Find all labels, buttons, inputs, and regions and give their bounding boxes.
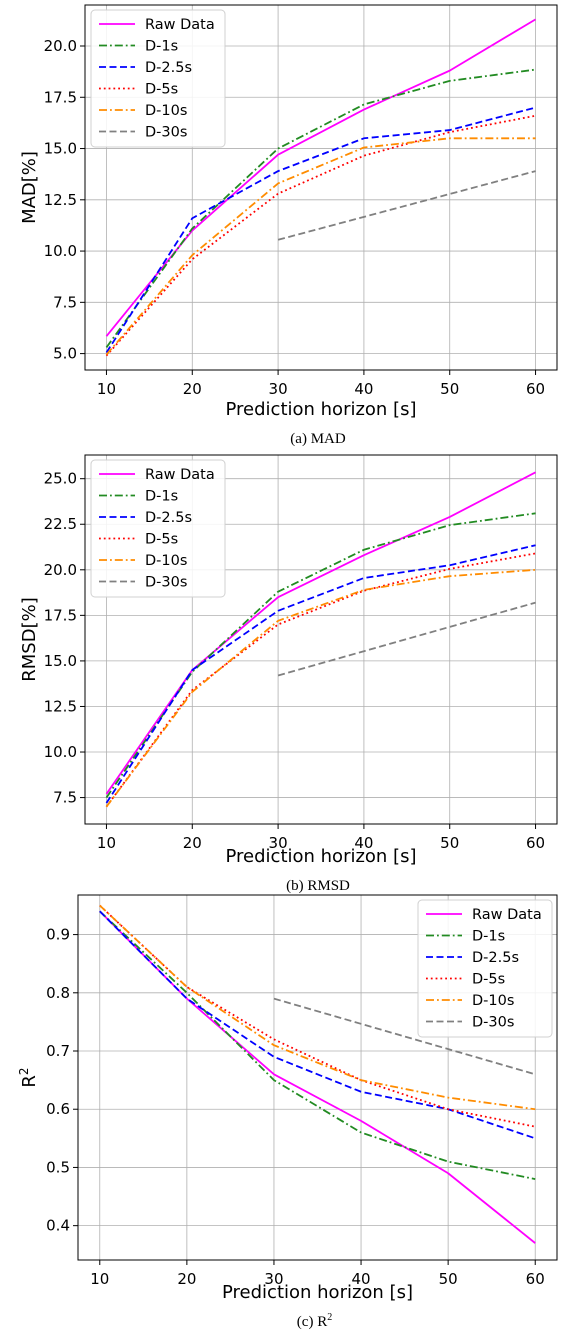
x-axis-label: Prediction horizon [s] — [226, 846, 417, 867]
y-tick-label: 12.5 — [44, 697, 77, 715]
legend-label: D-5s — [145, 532, 178, 548]
legend: Raw Data D-1s D-2.5s D-5s D-10s D-30s — [417, 899, 553, 1038]
legend-label: D-30s — [145, 575, 187, 591]
legend-label: D-30s — [472, 1015, 514, 1031]
chart-panel-1: 10 20 30 40 50 60 5.0 7.5 10.0 12.5 15.0 17.5 20.0 Pr… — [19, 4, 558, 447]
series-line-d-5s — [99, 904, 536, 1128]
legend-label: D-2.5s — [472, 950, 519, 966]
series-line-d-30s — [273, 997, 536, 1076]
series-line-d-5s — [105, 114, 536, 357]
y-tick-label: 22.5 — [44, 515, 77, 533]
y-tick-label: 7.5 — [53, 789, 77, 807]
panel-caption: (c) R2 — [297, 1312, 332, 1330]
legend-label: Raw Data — [472, 907, 542, 923]
legend-label: Raw Data — [145, 467, 215, 483]
panel-caption-superscript: 2 — [327, 1312, 332, 1323]
x-tick-label: 50 — [440, 380, 459, 398]
series-line-d-10s — [99, 904, 536, 1111]
legend-label: D-1s — [145, 39, 178, 55]
x-tick-label: 50 — [440, 834, 459, 852]
legend-label: D-10s — [472, 993, 514, 1009]
y-tick-label: 0.5 — [46, 1158, 70, 1176]
x-tick-label: 30 — [264, 1270, 283, 1288]
chart-panel-2: 10 20 30 40 50 60 7.5 10.0 12.5 15.0 17.5 20.0 22.5 2… — [19, 454, 558, 894]
series-line-d-30s — [277, 170, 536, 241]
x-tick-label: 60 — [526, 1270, 545, 1288]
chart-panel-3: 10 20 30 40 50 60 0.4 0.5 0.6 0.7 0.8 0.9 Prediction… — [17, 894, 558, 1330]
x-tick-label: 60 — [526, 834, 545, 852]
legend-label: D-30s — [145, 125, 187, 141]
legend-label: D-1s — [472, 929, 505, 945]
x-tick-label: 40 — [354, 834, 373, 852]
y-tick-label: 17.5 — [44, 606, 77, 624]
y-tick-label: 7.5 — [53, 293, 77, 311]
plot-frame — [84, 454, 558, 825]
legend-label: D-2.5s — [145, 60, 192, 76]
legend-label: D-10s — [145, 553, 187, 569]
series-line-d-2-5s — [99, 910, 536, 1140]
y-tick-label: 17.5 — [44, 88, 77, 106]
series-line-d-1s — [99, 910, 536, 1180]
series-line-d-1s — [105, 68, 536, 348]
series-line-d-5s — [105, 552, 536, 808]
y-tick-label: 20.0 — [44, 561, 77, 579]
legend-box — [90, 459, 226, 598]
legend: Raw Data D-1s D-2.5s D-5s D-10s D-30s — [90, 9, 226, 148]
x-tick-label: 20 — [183, 380, 202, 398]
y-tick-label: 12.5 — [44, 191, 77, 209]
y-axis-label-superscript: 2 — [17, 1067, 31, 1075]
panel-caption: (a) MAD — [290, 431, 346, 447]
series-line-d-2-5s — [105, 544, 536, 804]
y-tick-label: 10.0 — [44, 242, 77, 260]
x-tick-label: 30 — [269, 380, 288, 398]
x-tick-label: 60 — [526, 380, 545, 398]
series-line-raw-data — [99, 910, 536, 1244]
x-tick-label: 40 — [351, 1270, 370, 1288]
y-tick-label: 0.9 — [46, 926, 70, 944]
series-line-d-30s — [277, 601, 536, 677]
x-axis-label: Prediction horizon [s] — [222, 1282, 413, 1303]
plot-frame — [77, 894, 558, 1261]
y-tick-label: 0.7 — [46, 1042, 70, 1060]
y-tick-label: 5.0 — [53, 345, 77, 363]
legend-label: D-1s — [145, 489, 178, 505]
legend-label: D-5s — [472, 972, 505, 988]
series-line-d-10s — [105, 137, 536, 356]
legend-label: D-2.5s — [145, 510, 192, 526]
x-tick-label: 40 — [354, 380, 373, 398]
y-tick-label: 10.0 — [44, 743, 77, 761]
y-axis-label: RMSD[%] — [19, 597, 40, 681]
x-tick-label: 30 — [269, 834, 288, 852]
y-tick-label: 0.4 — [46, 1217, 70, 1235]
x-tick-label: 50 — [439, 1270, 458, 1288]
y-tick-label: 15.0 — [44, 140, 77, 158]
plot-frame — [84, 4, 558, 371]
legend-label: Raw Data — [145, 17, 215, 33]
x-axis-label: Prediction horizon [s] — [226, 399, 417, 420]
y-tick-label: 20.0 — [44, 37, 77, 55]
y-axis-label: MAD[%] — [19, 151, 40, 224]
legend-label: D-5s — [145, 82, 178, 98]
legend-box — [417, 899, 553, 1038]
x-tick-label: 10 — [90, 1270, 109, 1288]
x-tick-label: 20 — [177, 1270, 196, 1288]
y-tick-label: 25.0 — [44, 470, 77, 488]
panel-caption: (b) RMSD — [286, 878, 350, 894]
legend-box — [90, 9, 226, 148]
y-tick-label: 0.6 — [46, 1100, 70, 1118]
y-axis-label: R2 — [17, 1067, 40, 1087]
legend-label: D-10s — [145, 103, 187, 119]
series-line-d-10s — [105, 568, 536, 808]
x-tick-label: 10 — [97, 380, 116, 398]
legend: Raw Data D-1s D-2.5s D-5s D-10s D-30s — [90, 459, 226, 598]
series-line-raw-data — [105, 471, 536, 795]
y-tick-label: 15.0 — [44, 652, 77, 670]
y-tick-label: 0.8 — [46, 984, 70, 1002]
x-tick-label: 20 — [183, 834, 202, 852]
series-line-d-2-5s — [105, 106, 536, 354]
x-tick-label: 10 — [97, 834, 116, 852]
